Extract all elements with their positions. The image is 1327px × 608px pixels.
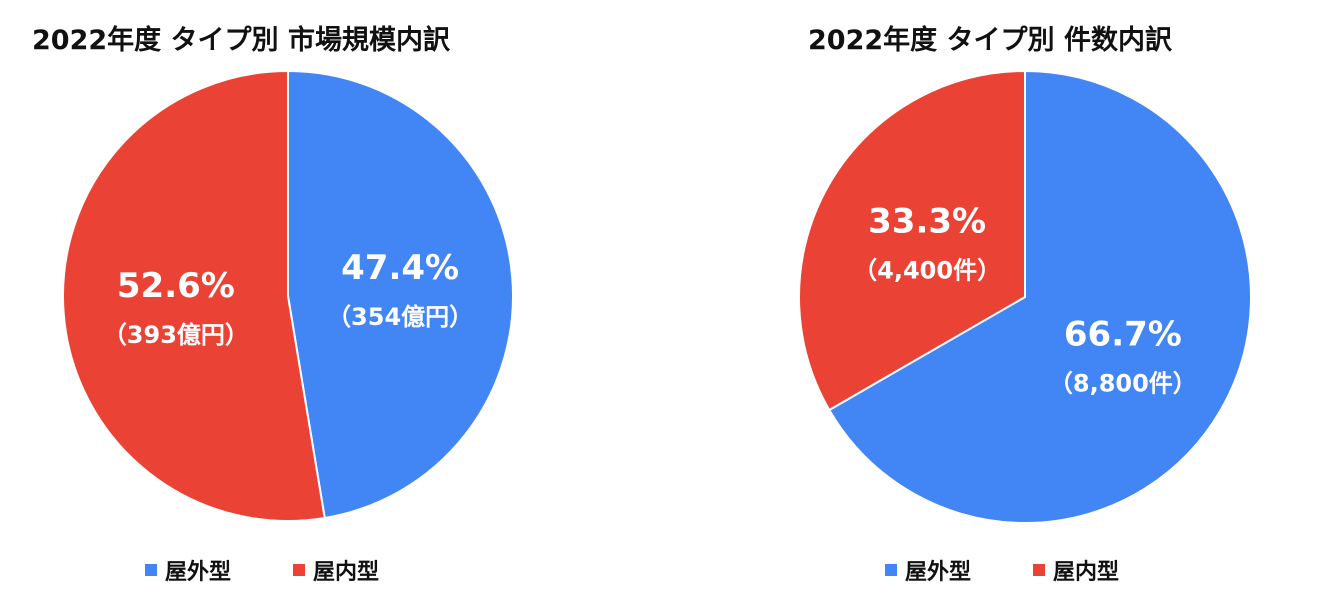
legend-item-outdoor: 屋外型 bbox=[145, 554, 231, 586]
chart-title: 2022年度 タイプ別 件数内訳 bbox=[808, 25, 1172, 56]
legend-label-outdoor: 屋外型 bbox=[905, 560, 972, 585]
slice-percent-label: 33.3% bbox=[868, 202, 986, 242]
legend-label-indoor: 屋内型 bbox=[1053, 560, 1120, 585]
legend-item-indoor: 屋内型 bbox=[293, 554, 379, 586]
legend-label-outdoor: 屋外型 bbox=[165, 560, 232, 585]
slice-value-label: （393億円） bbox=[103, 321, 249, 349]
pie-chart-market-size: 47.4% （354億円） 52.6% （393億円） bbox=[62, 69, 514, 522]
legend-item-outdoor: 屋外型 bbox=[885, 554, 971, 586]
chart-legend: 屋外型 屋内型 bbox=[145, 554, 441, 586]
legend-item-indoor: 屋内型 bbox=[1033, 554, 1119, 586]
legend-swatch-indoor bbox=[1033, 564, 1046, 576]
slice-value-label: （354億円） bbox=[327, 303, 473, 331]
legend-swatch-outdoor bbox=[145, 564, 157, 576]
slice-percent-label: 66.7% bbox=[1064, 315, 1182, 355]
legend-label-indoor: 屋内型 bbox=[313, 560, 380, 585]
slice-value-label: （4,400件） bbox=[853, 257, 1001, 285]
pie-slice-indoor bbox=[62, 69, 326, 522]
pie-slice-outdoor bbox=[827, 69, 1252, 524]
pie-chart-count: 66.7% （8,800件） 33.3% （4,400件） bbox=[798, 69, 1252, 524]
chart-title: 2022年度 タイプ別 市場規模内訳 bbox=[32, 25, 450, 56]
chart-legend: 屋外型 屋内型 bbox=[885, 554, 1181, 586]
pie-slice-indoor bbox=[798, 69, 1026, 412]
count-chart: 2022年度 タイプ別 件数内訳 66.7% （8,800件） 33.3% （4,40… bbox=[700, 0, 1327, 608]
legend-swatch-indoor bbox=[293, 564, 306, 576]
slice-value-label: （8,800件） bbox=[1049, 370, 1197, 398]
legend-swatch-outdoor bbox=[885, 564, 897, 576]
slice-percent-label: 52.6% bbox=[117, 266, 235, 306]
pie-slice-outdoor bbox=[287, 69, 514, 520]
slice-percent-label: 47.4% bbox=[341, 248, 459, 288]
market-size-chart: 2022年度 タイプ別 市場規模内訳 47.4% （354億円） 52.6% （393… bbox=[0, 0, 600, 608]
